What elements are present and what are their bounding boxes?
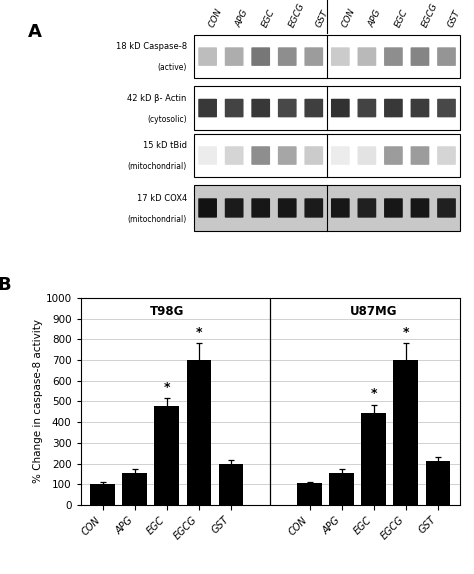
FancyBboxPatch shape (331, 198, 350, 218)
FancyBboxPatch shape (304, 47, 323, 66)
FancyBboxPatch shape (357, 99, 376, 117)
FancyBboxPatch shape (278, 198, 297, 218)
FancyBboxPatch shape (251, 47, 270, 66)
FancyBboxPatch shape (304, 198, 323, 218)
Bar (194, 185, 460, 231)
Text: 17 kD COX4: 17 kD COX4 (137, 193, 187, 203)
FancyBboxPatch shape (410, 146, 429, 165)
Text: EGC: EGC (261, 8, 277, 29)
Y-axis label: % Change in caspase-8 activity: % Change in caspase-8 activity (33, 320, 43, 483)
Text: *: * (164, 381, 170, 394)
Text: EGCG: EGCG (420, 2, 439, 29)
FancyBboxPatch shape (384, 99, 403, 117)
FancyBboxPatch shape (251, 146, 270, 165)
FancyBboxPatch shape (410, 198, 429, 218)
FancyBboxPatch shape (278, 99, 297, 117)
Text: CON: CON (208, 7, 224, 29)
Text: EGCG: EGCG (287, 2, 306, 29)
FancyBboxPatch shape (357, 198, 376, 218)
FancyBboxPatch shape (198, 47, 217, 66)
FancyBboxPatch shape (357, 146, 376, 165)
FancyBboxPatch shape (225, 198, 244, 218)
FancyBboxPatch shape (384, 146, 403, 165)
FancyBboxPatch shape (437, 99, 456, 117)
FancyBboxPatch shape (278, 47, 297, 66)
Text: 18 kD Caspase-8: 18 kD Caspase-8 (116, 42, 187, 52)
FancyBboxPatch shape (384, 47, 403, 66)
Bar (155, 406, 179, 505)
FancyBboxPatch shape (437, 198, 456, 218)
FancyBboxPatch shape (251, 99, 270, 117)
FancyBboxPatch shape (437, 47, 456, 66)
Text: B: B (0, 276, 11, 294)
Text: *: * (402, 326, 409, 339)
Bar (219, 464, 243, 505)
FancyBboxPatch shape (410, 99, 429, 117)
Text: *: * (195, 326, 202, 339)
Text: GST: GST (447, 9, 462, 29)
FancyBboxPatch shape (198, 198, 217, 218)
Text: APG: APG (367, 9, 383, 29)
FancyBboxPatch shape (225, 146, 244, 165)
FancyBboxPatch shape (357, 47, 376, 66)
Text: GST: GST (314, 9, 329, 29)
Bar (361, 413, 386, 505)
Text: EGC: EGC (393, 8, 410, 29)
FancyBboxPatch shape (331, 47, 350, 66)
Text: 42 kD β- Actin: 42 kD β- Actin (128, 94, 187, 103)
Bar (194, 35, 460, 79)
FancyBboxPatch shape (198, 99, 217, 117)
Bar (426, 460, 450, 505)
Bar (297, 483, 322, 505)
FancyBboxPatch shape (331, 146, 350, 165)
Text: APG: APG (234, 9, 250, 29)
Bar (122, 473, 147, 505)
Bar (194, 134, 460, 177)
FancyBboxPatch shape (278, 146, 297, 165)
FancyBboxPatch shape (331, 99, 350, 117)
FancyBboxPatch shape (384, 198, 403, 218)
FancyBboxPatch shape (225, 47, 244, 66)
Text: U87MG: U87MG (350, 305, 397, 318)
Text: CON: CON (340, 7, 357, 29)
Text: A: A (27, 23, 41, 41)
FancyBboxPatch shape (251, 198, 270, 218)
Text: (active): (active) (157, 63, 187, 72)
Text: (cytosolic): (cytosolic) (147, 115, 187, 123)
Bar (91, 484, 115, 505)
FancyBboxPatch shape (304, 99, 323, 117)
Bar (393, 360, 418, 505)
Text: *: * (370, 387, 377, 401)
Text: (mitochondrial): (mitochondrial) (128, 215, 187, 224)
Text: 15 kD tBid: 15 kD tBid (143, 141, 187, 150)
FancyBboxPatch shape (410, 47, 429, 66)
FancyBboxPatch shape (198, 146, 217, 165)
FancyBboxPatch shape (304, 146, 323, 165)
Bar (329, 473, 354, 505)
Text: T98G: T98G (149, 305, 184, 318)
Text: (mitochondrial): (mitochondrial) (128, 162, 187, 171)
FancyBboxPatch shape (437, 146, 456, 165)
Bar (194, 86, 460, 130)
Bar (186, 360, 211, 505)
FancyBboxPatch shape (225, 99, 244, 117)
